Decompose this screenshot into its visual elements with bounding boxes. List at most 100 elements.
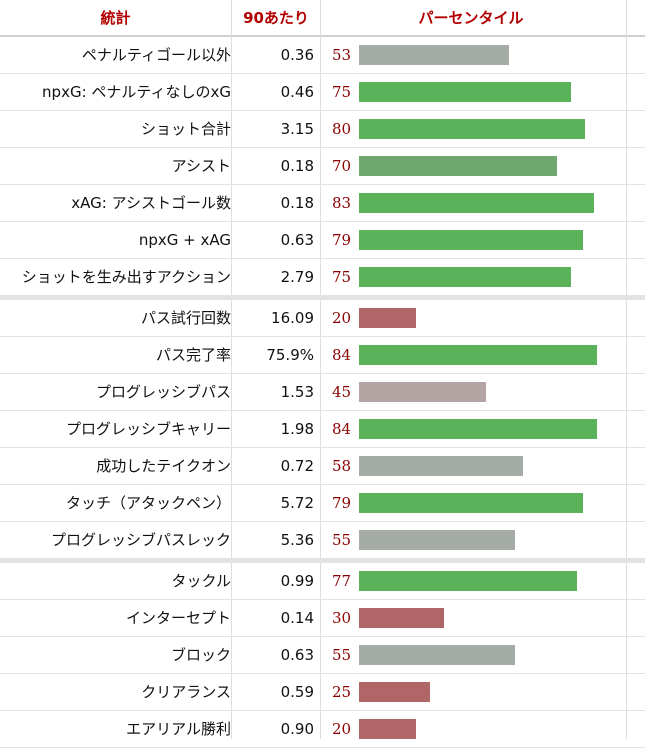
percentile-value: 25 (332, 683, 352, 701)
row-divider (0, 295, 645, 296)
per90-value: 1.53 (280, 383, 314, 401)
row-divider (0, 484, 645, 485)
percentile-bar (359, 571, 577, 591)
per90-value: 1.98 (280, 420, 314, 438)
stat-label: タッチ（アタックペン） (65, 494, 231, 512)
table-row: npxG + xAG 0.63 79 (0, 222, 645, 259)
percentile-value: 55 (332, 531, 352, 549)
table-row: ショット合計 3.15 80 (0, 111, 645, 148)
per90-value: 0.14 (280, 609, 314, 627)
stat-label: タックル (171, 572, 231, 590)
row-divider (0, 73, 645, 74)
percentile-bar (359, 345, 597, 365)
table-row: ペナルティゴール以外 0.36 53 (0, 37, 645, 74)
percentile-value: 77 (332, 572, 352, 590)
row-divider (0, 184, 645, 185)
percentile-bar (359, 45, 509, 65)
row-divider (0, 410, 645, 411)
percentile-bar (359, 645, 515, 665)
per90-value: 0.90 (280, 720, 314, 738)
column-divider-2 (320, 0, 321, 739)
stat-label: xAG: アシストゴール数 (71, 194, 231, 212)
stat-label: クリアランス (141, 683, 231, 701)
row-divider (0, 636, 645, 637)
row-divider (0, 110, 645, 111)
stat-label: パス完了率 (155, 346, 231, 364)
table-row: クリアランス 0.59 25 (0, 674, 645, 711)
table-row: エアリアル勝利 0.90 20 (0, 711, 645, 748)
percentile-bar (359, 193, 594, 213)
table-row: プログレッシブパスレック 5.36 55 (0, 522, 645, 559)
table-row: インターセプト 0.14 30 (0, 600, 645, 637)
row-divider (0, 258, 645, 259)
percentile-value: 20 (332, 720, 352, 738)
percentile-value: 58 (332, 457, 352, 475)
table-row: アシスト 0.18 70 (0, 148, 645, 185)
percentile-value: 84 (332, 346, 352, 364)
header-per90: 90あたり (243, 9, 309, 27)
stat-label: ショットを生み出すアクション (21, 268, 231, 286)
per90-value: 5.72 (280, 494, 314, 512)
percentile-value: 53 (332, 46, 352, 64)
percentile-bar (359, 456, 523, 476)
stat-label: 成功したテイクオン (96, 457, 231, 475)
per90-value: 0.72 (280, 457, 314, 475)
row-divider (0, 521, 645, 522)
percentile-bar (359, 156, 557, 176)
percentile-bar (359, 608, 444, 628)
stat-label: ショット合計 (140, 120, 231, 138)
per90-value: 75.9% (266, 346, 314, 364)
row-divider (0, 599, 645, 600)
row-divider (0, 221, 645, 222)
table-row: xAG: アシストゴール数 0.18 83 (0, 185, 645, 222)
table-row: プログレッシブキャリー 1.98 84 (0, 411, 645, 448)
stat-label: インターセプト (125, 609, 231, 627)
percentile-bar (359, 230, 583, 250)
row-divider (0, 710, 645, 711)
percentile-value: 84 (332, 420, 352, 438)
per90-value: 0.46 (280, 83, 314, 101)
percentile-value: 80 (332, 120, 352, 138)
percentile-value: 45 (332, 383, 352, 401)
percentile-value: 83 (332, 194, 352, 212)
table-row: タックル 0.99 77 (0, 563, 645, 600)
stat-label: アシスト (171, 157, 231, 175)
header-stat: 統計 (100, 9, 131, 27)
stat-label: npxG + xAG (138, 231, 231, 249)
percentile-bar (359, 530, 515, 550)
per90-value: 0.99 (280, 572, 314, 590)
percentile-bar (359, 493, 583, 513)
per90-value: 2.79 (280, 268, 314, 286)
table-row: プログレッシブパス 1.53 45 (0, 374, 645, 411)
per90-value: 0.18 (280, 194, 314, 212)
table-row: タッチ（アタックペン） 5.72 79 (0, 485, 645, 522)
percentile-value: 75 (332, 83, 352, 101)
percentile-bar (359, 119, 585, 139)
percentile-bar (359, 382, 486, 402)
percentile-bar (359, 308, 416, 328)
stat-label: パス試行回数 (140, 309, 231, 327)
stat-label: プログレッシブパス (95, 383, 231, 401)
row-divider (0, 373, 645, 374)
stat-label: エアリアル勝利 (126, 720, 231, 738)
percentile-value: 20 (332, 309, 352, 327)
stat-label: ブロック (170, 646, 231, 664)
percentile-value: 55 (332, 646, 352, 664)
per90-value: 0.36 (280, 46, 314, 64)
stat-label: プログレッシブパスレック (50, 531, 231, 549)
column-divider-1 (231, 0, 232, 739)
header-divider (0, 35, 645, 37)
column-divider-3 (626, 0, 627, 739)
row-divider (0, 447, 645, 448)
per90-value: 16.09 (271, 309, 314, 327)
header-percentile: パーセンタイル (418, 9, 524, 27)
stat-label: ペナルティゴール以外 (81, 46, 231, 64)
percentile-value: 79 (332, 231, 352, 249)
table-row: ショットを生み出すアクション 2.79 75 (0, 259, 645, 296)
percentile-value: 30 (332, 609, 352, 627)
row-divider (0, 558, 645, 559)
table-row: パス試行回数 16.09 20 (0, 300, 645, 337)
per90-value: 3.15 (280, 120, 314, 138)
table-row: ブロック 0.63 55 (0, 637, 645, 674)
